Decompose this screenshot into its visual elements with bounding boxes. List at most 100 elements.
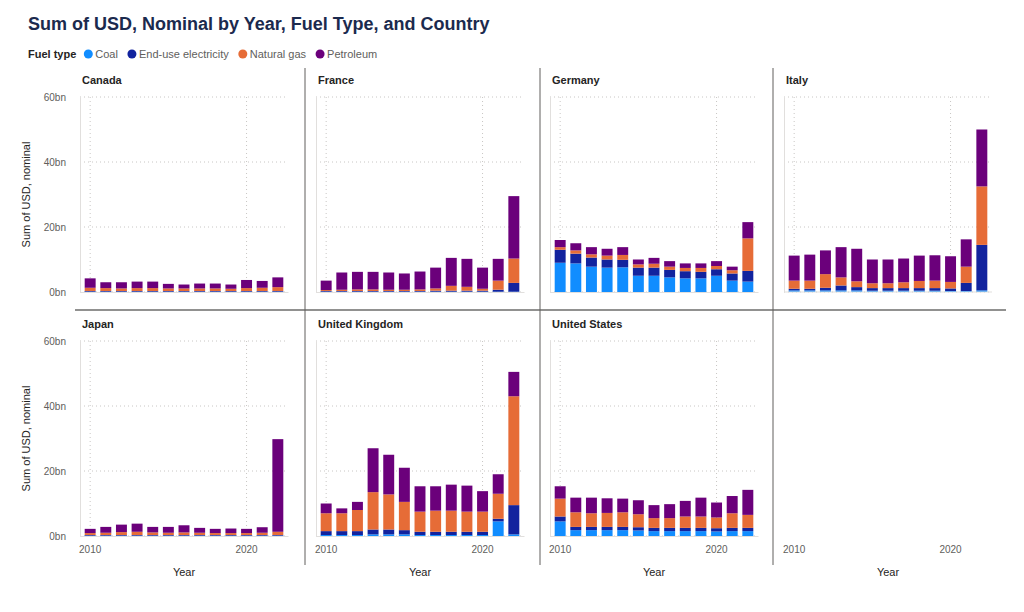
- bar: [633, 268, 644, 276]
- bar: [789, 289, 800, 291]
- grid-line: [550, 341, 758, 342]
- bar: [179, 535, 190, 536]
- bar: [695, 278, 706, 292]
- grid-line: [316, 162, 524, 163]
- bar: [210, 529, 221, 533]
- bar: [664, 528, 675, 531]
- bar: [85, 529, 96, 533]
- bar: [272, 291, 283, 292]
- bar: [570, 512, 581, 527]
- bar: [851, 249, 862, 282]
- bar: [898, 288, 909, 291]
- bar: [368, 534, 379, 536]
- bar: [664, 504, 675, 518]
- bar: [789, 256, 800, 281]
- bar: [742, 490, 753, 515]
- bar: [727, 528, 738, 531]
- grid-line: [482, 97, 483, 292]
- bar: [493, 259, 504, 281]
- grid-line: [316, 341, 524, 342]
- bar: [727, 270, 738, 273]
- bar: [321, 291, 332, 292]
- bar: [680, 517, 691, 528]
- bar: [415, 512, 426, 532]
- bar: [727, 513, 738, 528]
- bar: [241, 529, 252, 533]
- grid-line: [784, 97, 992, 98]
- bars: [555, 222, 754, 292]
- bar: [225, 533, 236, 535]
- x-axis: [551, 292, 759, 294]
- bar: [336, 291, 347, 292]
- bar: [555, 263, 566, 292]
- bar: [742, 238, 753, 271]
- bar: [961, 239, 972, 266]
- bar: [352, 272, 363, 290]
- bar: [961, 283, 972, 291]
- grid-line: [784, 292, 992, 293]
- y-axis: [550, 342, 552, 537]
- bar: [836, 277, 847, 285]
- bar: [742, 271, 753, 282]
- tick: 2010: [549, 536, 572, 555]
- bar: [649, 258, 660, 264]
- tick-label: 2010: [549, 544, 572, 555]
- grid: [80, 97, 288, 292]
- bar: [147, 288, 158, 291]
- bar: [727, 281, 738, 292]
- bar: [586, 498, 597, 514]
- bar: [742, 515, 753, 528]
- bar: [633, 530, 644, 536]
- panel: United States20102020Year: [549, 318, 758, 578]
- bar: [680, 263, 691, 268]
- bar: [100, 527, 111, 533]
- bar: [430, 486, 441, 510]
- bar: [929, 281, 940, 288]
- bar: [976, 186, 987, 245]
- legend-swatch: [127, 50, 136, 59]
- bar: [272, 277, 283, 287]
- bar: [163, 288, 174, 291]
- grid-line: [246, 341, 247, 536]
- bar: [945, 282, 956, 289]
- panel-title: Italy: [786, 74, 809, 86]
- bar: [272, 532, 283, 535]
- divider: [305, 68, 306, 565]
- bar: [225, 285, 236, 289]
- bar: [508, 196, 519, 258]
- bar: [461, 291, 472, 292]
- bar: [225, 529, 236, 534]
- bar: [914, 256, 925, 281]
- grid-line: [80, 292, 288, 293]
- bar: [446, 286, 457, 291]
- bar: [383, 455, 394, 495]
- bar: [147, 282, 158, 289]
- bar: [680, 268, 691, 271]
- tick-label: 40bn: [44, 401, 66, 412]
- grid-line: [550, 471, 758, 472]
- bar: [493, 281, 504, 290]
- panel: Italy20102020Year: [783, 74, 992, 578]
- bar: [680, 271, 691, 278]
- grid: [316, 341, 524, 536]
- bar: [727, 531, 738, 536]
- bar: [85, 535, 96, 536]
- axis-line: [785, 536, 993, 537]
- tick-label: 2010: [315, 544, 338, 555]
- bar: [100, 291, 111, 292]
- bar: [633, 260, 644, 265]
- bar: [680, 531, 691, 536]
- x-axis-title: Year: [173, 566, 196, 578]
- bar: [883, 288, 894, 291]
- bar: [210, 284, 221, 289]
- grid-line: [80, 341, 288, 342]
- tick: 2020: [939, 536, 962, 555]
- tick-label: 60bn: [44, 92, 66, 103]
- bar: [399, 530, 410, 534]
- tick: 60bn: [44, 336, 80, 347]
- bar: [477, 512, 488, 532]
- bar: [477, 491, 488, 511]
- bar: [336, 508, 347, 513]
- bar: [570, 254, 581, 264]
- tick-label: 0bn: [49, 531, 66, 542]
